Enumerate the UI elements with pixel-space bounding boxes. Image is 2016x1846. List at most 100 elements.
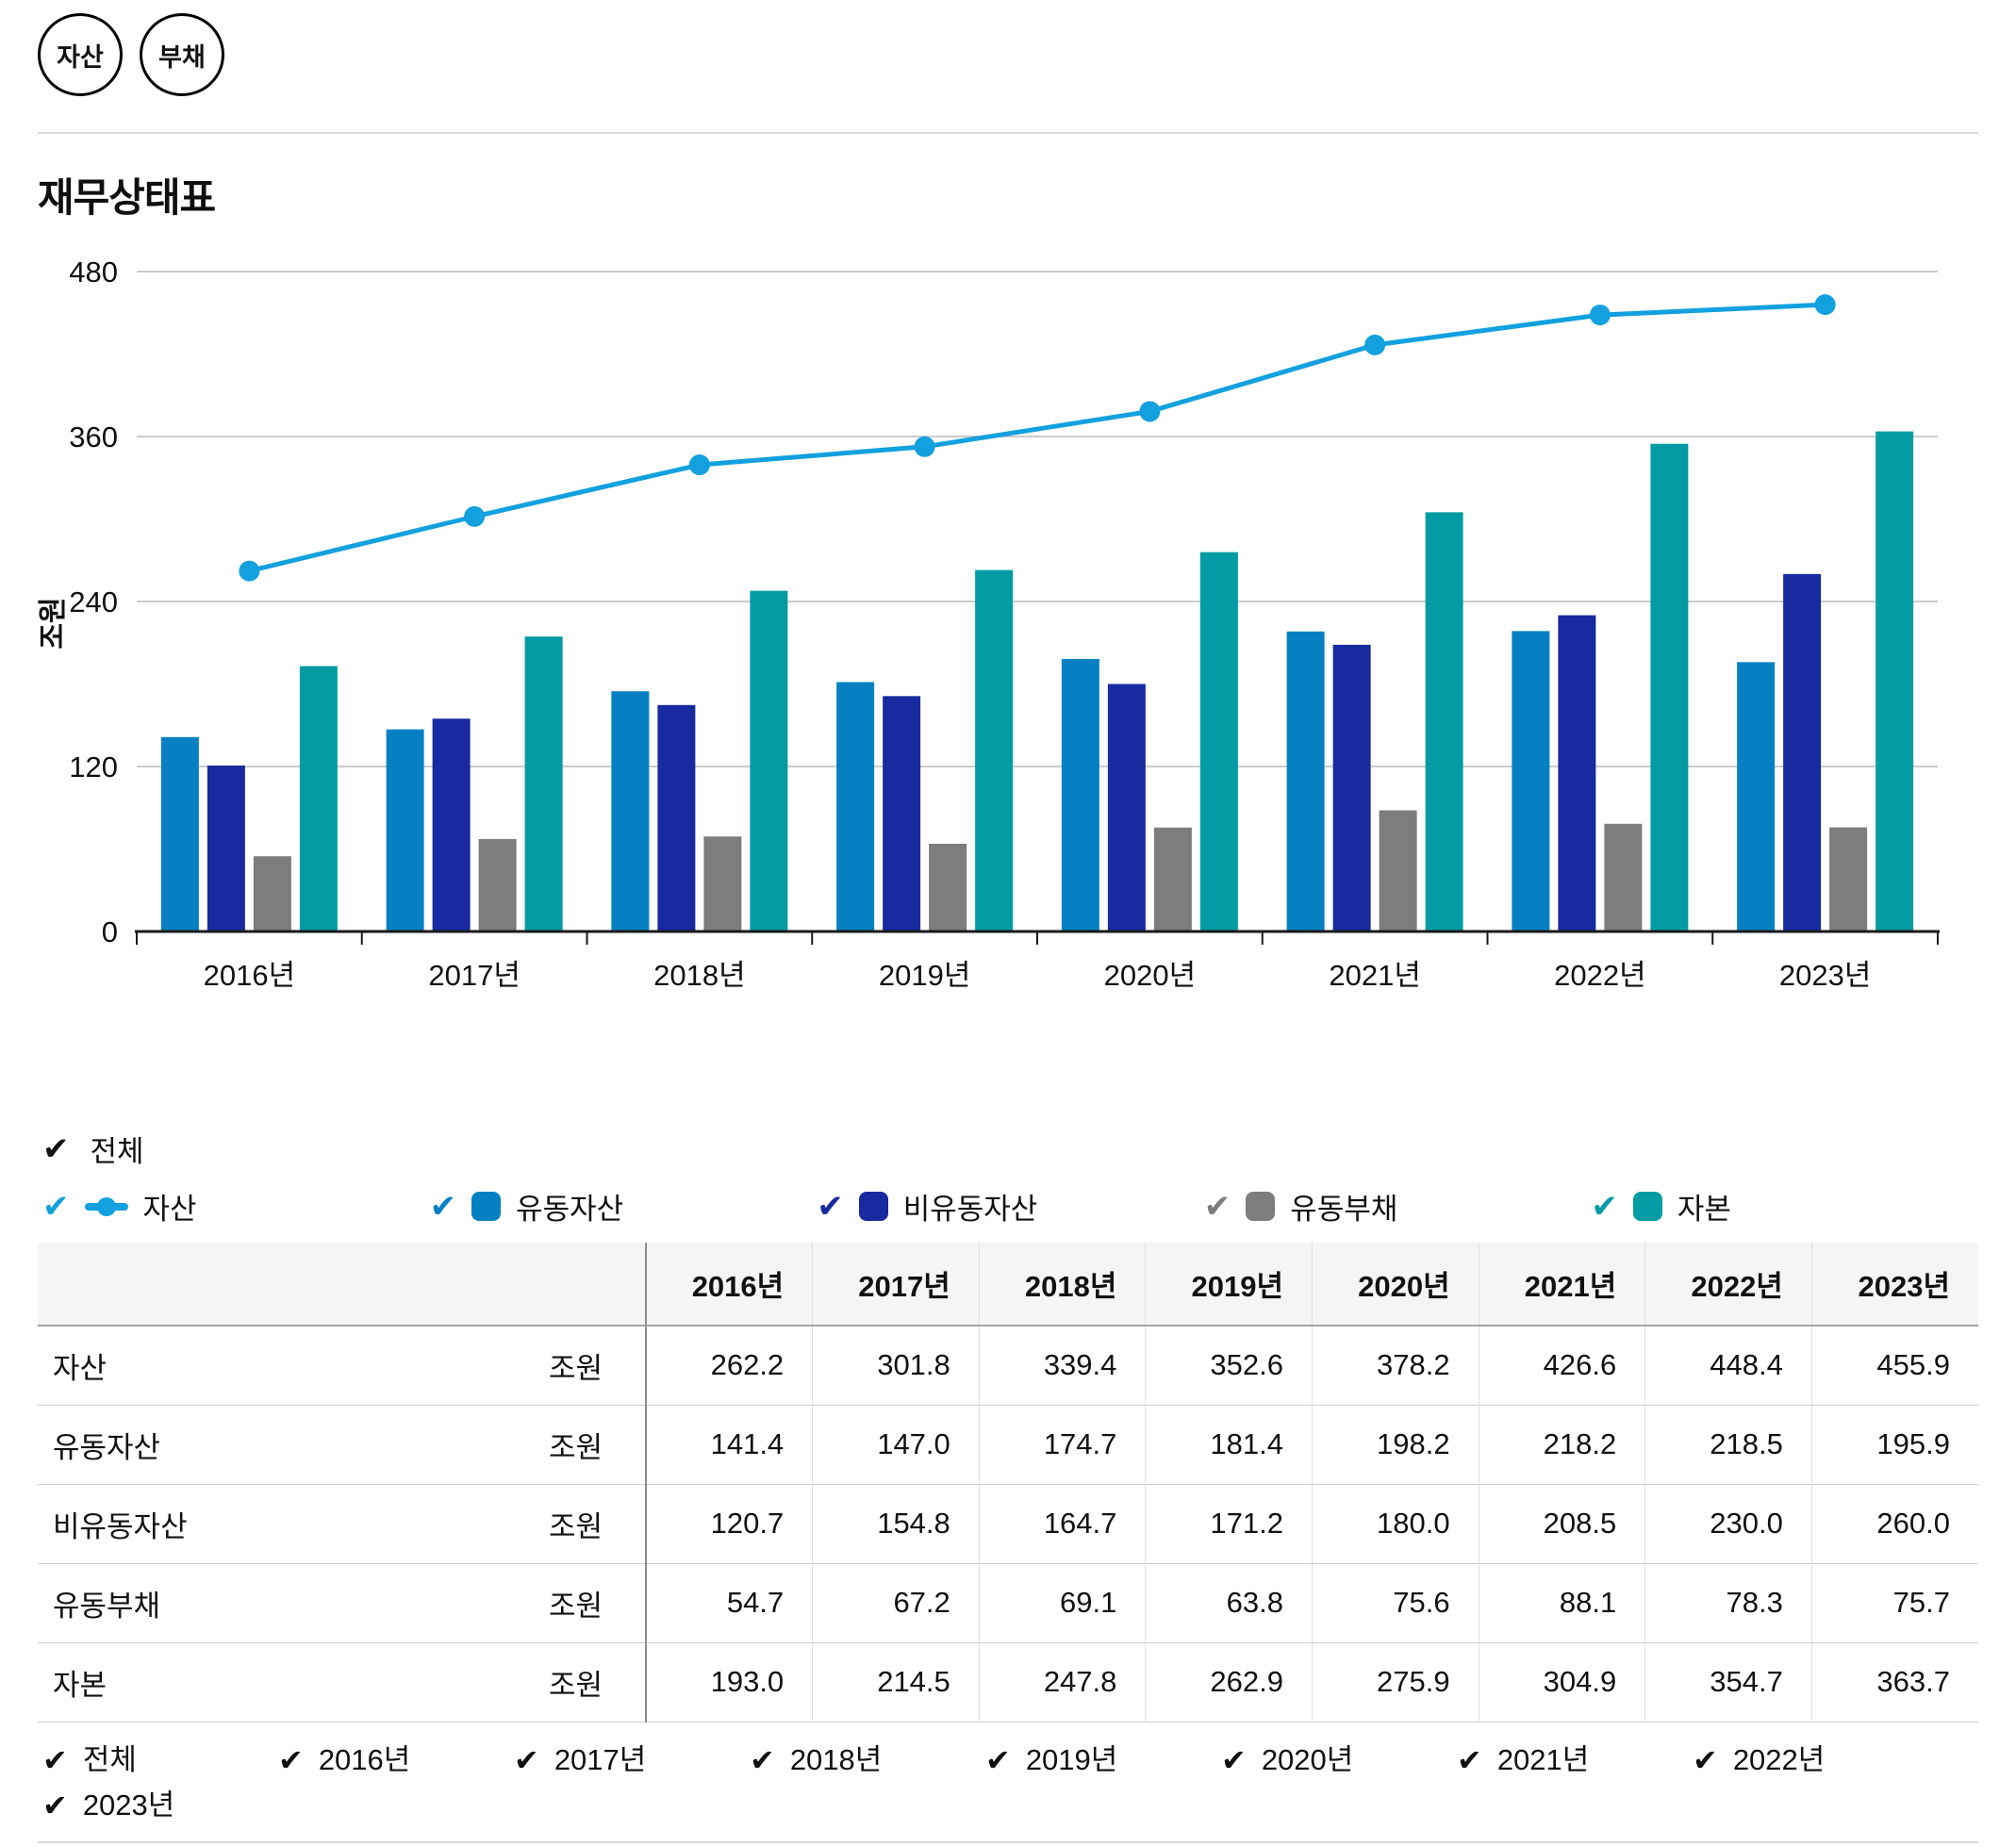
year-filter-2016년[interactable]: ✔ 2016년 bbox=[278, 1738, 514, 1783]
table-unit-cell: 조원 bbox=[549, 1509, 603, 1543]
bar-비유동자산[interactable] bbox=[1332, 644, 1371, 931]
point-자산[interactable] bbox=[464, 505, 486, 527]
table-row-label: 유동자산 bbox=[53, 1430, 161, 1464]
bar-유동부채[interactable] bbox=[1604, 823, 1643, 931]
check-icon: ✔ bbox=[750, 1742, 775, 1777]
legend-item-자본[interactable]: ✔ 자본 bbox=[1591, 1185, 1978, 1228]
table-value-cell: 67.2 bbox=[812, 1563, 980, 1642]
legend-item-유동자산[interactable]: ✔ 유동자산 bbox=[430, 1185, 818, 1228]
year-filter-2021년[interactable]: ✔ 2021년 bbox=[1457, 1738, 1693, 1783]
point-자산[interactable] bbox=[688, 454, 710, 476]
bar-유동부채[interactable] bbox=[1829, 827, 1868, 931]
bar-비유동자산[interactable] bbox=[1558, 615, 1596, 931]
bar-자본[interactable] bbox=[975, 569, 1014, 931]
bar-자본[interactable] bbox=[1425, 512, 1463, 931]
table-unit-cell: 조원 bbox=[549, 1351, 603, 1385]
year-filter-전체[interactable]: ✔ 전체 bbox=[42, 1738, 278, 1783]
year-filter-2020년[interactable]: ✔ 2020년 bbox=[1221, 1738, 1457, 1783]
bar-유동자산[interactable] bbox=[1737, 662, 1776, 931]
bar-유동자산[interactable] bbox=[1286, 631, 1325, 931]
top-divider bbox=[38, 132, 1978, 134]
table-value-cell: 195.9 bbox=[1810, 1405, 1978, 1484]
bottom-divider bbox=[38, 1840, 1978, 1843]
table-value-cell: 218.2 bbox=[1478, 1405, 1645, 1484]
year-filter-2019년[interactable]: ✔ 2019년 bbox=[985, 1738, 1221, 1783]
legend-item-유동부채[interactable]: ✔ 유동부채 bbox=[1204, 1185, 1592, 1228]
table-value-cell: 78.3 bbox=[1644, 1563, 1812, 1642]
point-자산[interactable] bbox=[1364, 334, 1386, 355]
table-value-cell: 154.8 bbox=[812, 1484, 980, 1563]
bar-비유동자산[interactable] bbox=[883, 696, 921, 931]
legend-item-label: 유동부채 bbox=[1290, 1193, 1398, 1226]
bar-유동자산[interactable] bbox=[160, 736, 199, 931]
bar-유동부채[interactable] bbox=[929, 843, 967, 931]
check-icon: ✔ bbox=[42, 1742, 68, 1777]
check-icon: ✔ bbox=[42, 1130, 70, 1167]
year-filter-2018년[interactable]: ✔ 2018년 bbox=[750, 1738, 985, 1783]
page-title: 재무상태표 bbox=[38, 175, 216, 220]
table-value-cell: 352.6 bbox=[1145, 1326, 1313, 1405]
bar-유동자산[interactable] bbox=[836, 682, 875, 931]
point-자산[interactable] bbox=[239, 560, 260, 582]
table-year-header: 2017년 bbox=[812, 1243, 980, 1327]
point-자산[interactable] bbox=[914, 436, 935, 457]
bar-유동자산[interactable] bbox=[1512, 631, 1550, 931]
table-corner-cell bbox=[38, 1243, 647, 1327]
bar-비유동자산[interactable] bbox=[207, 765, 245, 931]
point-자산[interactable] bbox=[1589, 305, 1611, 326]
point-자산[interactable] bbox=[1814, 294, 1836, 316]
bar-비유동자산[interactable] bbox=[432, 718, 471, 931]
check-icon: ✔ bbox=[42, 1188, 70, 1225]
legend-item-label: 비유동자산 bbox=[902, 1193, 1038, 1226]
balance-sheet-chart: 0 120 240 360 480 조원 2016년 2017년 2018년 2019년 2020년… bbox=[38, 229, 1978, 1016]
bar-자본[interactable] bbox=[750, 590, 788, 931]
bar-자본[interactable] bbox=[299, 666, 338, 931]
table-year-header: 2021년 bbox=[1478, 1243, 1645, 1327]
bar-유동부채[interactable] bbox=[1153, 827, 1192, 931]
bar-swatch-icon bbox=[471, 1192, 502, 1221]
point-자산[interactable] bbox=[1139, 401, 1161, 422]
bar-유동부채[interactable] bbox=[703, 836, 742, 931]
bar-유동자산[interactable] bbox=[1061, 658, 1099, 931]
table-value-cell: 174.7 bbox=[978, 1405, 1146, 1484]
bar-자본[interactable] bbox=[1199, 552, 1238, 931]
table-value-cell: 69.1 bbox=[978, 1563, 1146, 1642]
bar-유동자산[interactable] bbox=[386, 729, 424, 931]
table-row-label: 자본 bbox=[53, 1668, 107, 1702]
legend-all-label: 전체 bbox=[90, 1135, 144, 1168]
bar-swatch-icon bbox=[858, 1192, 888, 1221]
table-row: 유동자산 조원 141.4 147.0 174.7 181.4 198.2 218.2 218.… bbox=[38, 1405, 1978, 1484]
year-filter-2023년[interactable]: ✔ 2023년 bbox=[42, 1783, 278, 1828]
bar-자본[interactable] bbox=[1876, 431, 1914, 931]
bar-자본[interactable] bbox=[524, 636, 563, 931]
table-value-cell: 181.4 bbox=[1145, 1405, 1313, 1484]
year-filter-label: 2019년 bbox=[1025, 1742, 1118, 1776]
table-value-cell: 171.2 bbox=[1145, 1484, 1313, 1563]
bar-유동부채[interactable] bbox=[478, 839, 517, 931]
assets-tab-button[interactable]: 자산 bbox=[38, 13, 123, 96]
legend-all-toggle[interactable]: ✔ 전체 bbox=[42, 1128, 1978, 1170]
year-filter-2022년[interactable]: ✔ 2022년 bbox=[1693, 1738, 1928, 1783]
bar-비유동자산[interactable] bbox=[657, 704, 696, 931]
liabilities-tab-button[interactable]: 부채 bbox=[140, 13, 224, 96]
y-tick-label: 0 bbox=[102, 915, 118, 948]
bar-유동부채[interactable] bbox=[1379, 810, 1417, 931]
chart-svg: 0 120 240 360 480 조원 2016년 2017년 2018년 2019년 2020년… bbox=[38, 255, 1940, 992]
bar-비유동자산[interactable] bbox=[1107, 684, 1146, 932]
table-value-cell: 75.7 bbox=[1810, 1563, 1978, 1642]
legend-item-자산[interactable]: ✔ 자산 bbox=[42, 1185, 430, 1228]
bar-자본[interactable] bbox=[1650, 443, 1689, 931]
table-row-label: 자산 bbox=[53, 1351, 107, 1385]
legend-item-비유동자산[interactable]: ✔ 비유동자산 bbox=[817, 1185, 1204, 1228]
check-icon: ✔ bbox=[1457, 1742, 1482, 1777]
table-value-cell: 54.7 bbox=[645, 1563, 813, 1642]
year-filter-2017년[interactable]: ✔ 2017년 bbox=[514, 1738, 750, 1783]
bar-유동부채[interactable] bbox=[253, 856, 291, 931]
bar-비유동자산[interactable] bbox=[1783, 573, 1822, 931]
bar-유동자산[interactable] bbox=[611, 691, 650, 931]
table-value-cell: 247.8 bbox=[978, 1642, 1146, 1722]
table-value-cell: 214.5 bbox=[812, 1642, 980, 1722]
bar-swatch-icon bbox=[1246, 1192, 1276, 1221]
table-value-cell: 218.5 bbox=[1644, 1405, 1812, 1484]
